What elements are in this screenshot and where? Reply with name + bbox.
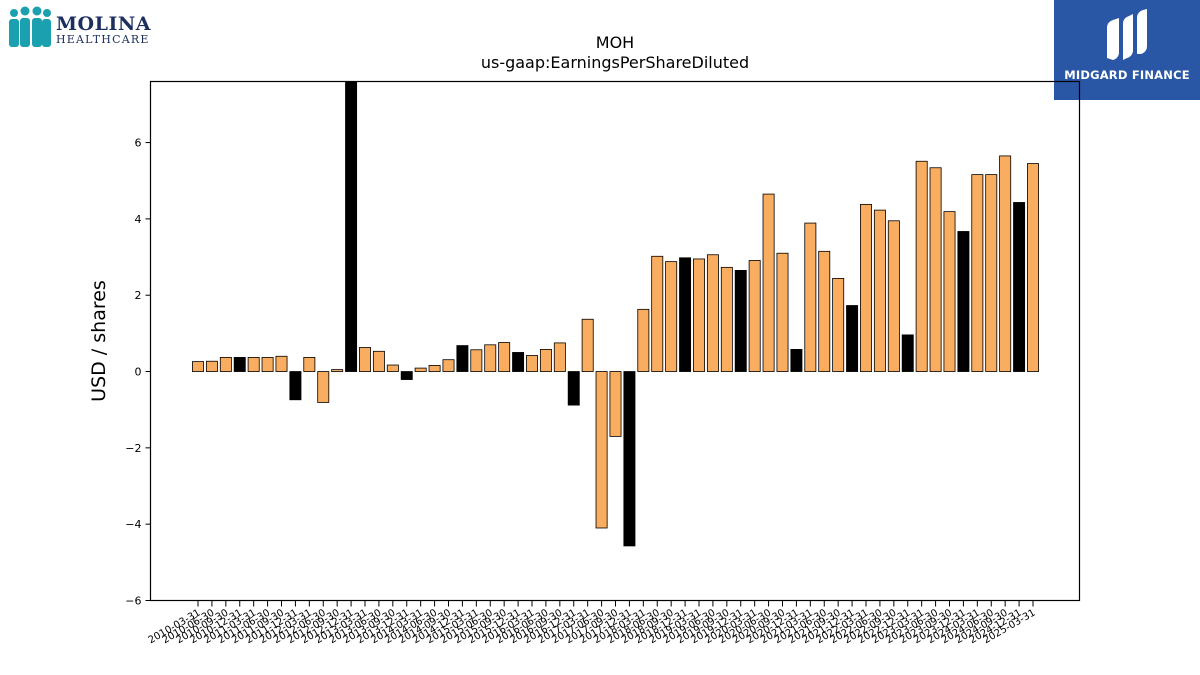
bar-2018-03-31 xyxy=(637,308,650,372)
bar-2011-03-31 xyxy=(247,357,260,372)
bar-2016-09-30 xyxy=(553,342,566,372)
y-tick-label: −4 xyxy=(125,518,141,531)
bar-2014-03-31 xyxy=(414,367,427,372)
molina-people-icon xyxy=(9,6,51,47)
bar-2018-12-31 xyxy=(679,257,692,372)
bar-2012-09-30 xyxy=(331,369,344,372)
bar-2013-06-30 xyxy=(372,350,385,372)
bars-group xyxy=(192,81,1039,547)
bar-2021-06-30 xyxy=(818,250,831,372)
y-tick-label: −6 xyxy=(125,595,141,608)
bar-2013-09-30 xyxy=(386,364,399,372)
bar-2022-12-31 xyxy=(901,334,914,372)
bar-2013-12-31 xyxy=(400,371,413,380)
bar-2017-09-30 xyxy=(609,371,622,437)
bar-2017-03-31 xyxy=(581,318,594,372)
chart-title: MOH xyxy=(596,33,634,52)
bar-2020-03-31 xyxy=(748,260,761,372)
bar-2024-09-30 xyxy=(999,155,1012,372)
bar-2021-09-30 xyxy=(832,278,845,372)
y-tick-label: 2 xyxy=(135,289,142,302)
bar-2018-09-30 xyxy=(665,261,678,372)
bar-2017-12-31 xyxy=(623,371,636,547)
bar-2023-03-31 xyxy=(915,160,928,372)
molina-name: MOLINA xyxy=(56,13,151,35)
bar-2019-03-31 xyxy=(693,258,705,372)
plot-frame xyxy=(149,80,1081,602)
midgard-finance-logo: MIDGARD FINANCE xyxy=(1054,0,1200,100)
y-tick-label: 0 xyxy=(135,366,142,379)
bar-2020-09-30 xyxy=(776,252,789,372)
bar-2024-12-31 xyxy=(1013,202,1026,372)
bar-2018-06-30 xyxy=(651,255,664,372)
bar-2022-06-30 xyxy=(873,209,886,372)
molina-wordmark: MOLINA HEALTHCARE xyxy=(56,14,151,46)
bar-2015-06-30 xyxy=(484,344,497,372)
bar-2011-06-30 xyxy=(261,357,274,372)
bar-2019-09-30 xyxy=(720,266,733,372)
molina-healthcare-logo: MOLINA HEALTHCARE xyxy=(8,6,158,50)
bar-2016-06-30 xyxy=(539,348,552,372)
bar-2017-06-30 xyxy=(595,371,608,529)
bar-2010-03-31 xyxy=(192,361,204,372)
bar-2015-03-31 xyxy=(470,349,483,372)
bar-2022-09-30 xyxy=(887,220,900,372)
bar-2024-03-31 xyxy=(971,174,984,372)
bar-2021-12-31 xyxy=(846,305,859,372)
molina-subname: HEALTHCARE xyxy=(56,33,150,46)
bar-2016-03-31 xyxy=(526,355,538,372)
bar-2020-12-31 xyxy=(790,348,803,372)
bar-2020-06-30 xyxy=(762,193,775,372)
bar-2015-12-31 xyxy=(512,352,525,372)
midgard-emblem-icon xyxy=(1107,9,1147,60)
y-axis-label: USD / shares xyxy=(88,280,110,402)
bar-2019-12-31 xyxy=(734,269,747,372)
bar-2014-09-30 xyxy=(442,359,455,372)
bar-2012-12-31 xyxy=(345,81,358,372)
bar-2011-09-30 xyxy=(275,355,288,372)
bar-2014-06-30 xyxy=(428,365,441,372)
bar-2012-03-31 xyxy=(303,357,316,372)
bar-2011-12-31 xyxy=(289,371,302,401)
y-tick-label: −2 xyxy=(125,442,141,455)
bar-2013-03-31 xyxy=(359,347,371,372)
bar-2024-06-30 xyxy=(985,174,998,372)
midgard-brand-text: MIDGARD FINANCE xyxy=(1064,68,1190,82)
bar-2012-06-30 xyxy=(317,371,330,403)
bar-2023-12-31 xyxy=(957,231,970,372)
bar-2015-09-30 xyxy=(498,342,511,372)
y-tick-label: 6 xyxy=(135,137,142,150)
bar-2022-03-31 xyxy=(860,203,872,372)
y-axis: −6 −4 −2 0 2 4 6 xyxy=(125,137,151,608)
bar-2023-09-30 xyxy=(943,211,956,372)
bar-2023-06-30 xyxy=(929,167,942,372)
bar-2021-03-31 xyxy=(804,222,817,372)
bar-2016-12-31 xyxy=(567,371,580,406)
chart-subtitle: us-gaap:EarningsPerShareDiluted xyxy=(481,53,749,72)
bar-2014-12-31 xyxy=(456,345,469,372)
bar-2010-09-30 xyxy=(219,357,232,372)
x-axis: 2010-03-312010-06-302010-09-302010-12-31… xyxy=(147,600,1038,646)
bar-2010-12-31 xyxy=(233,357,246,372)
bar-2010-06-30 xyxy=(205,360,218,372)
bar-2025-03-31 xyxy=(1027,163,1039,372)
bar-2019-06-30 xyxy=(706,254,719,372)
y-tick-label: 4 xyxy=(135,213,142,226)
